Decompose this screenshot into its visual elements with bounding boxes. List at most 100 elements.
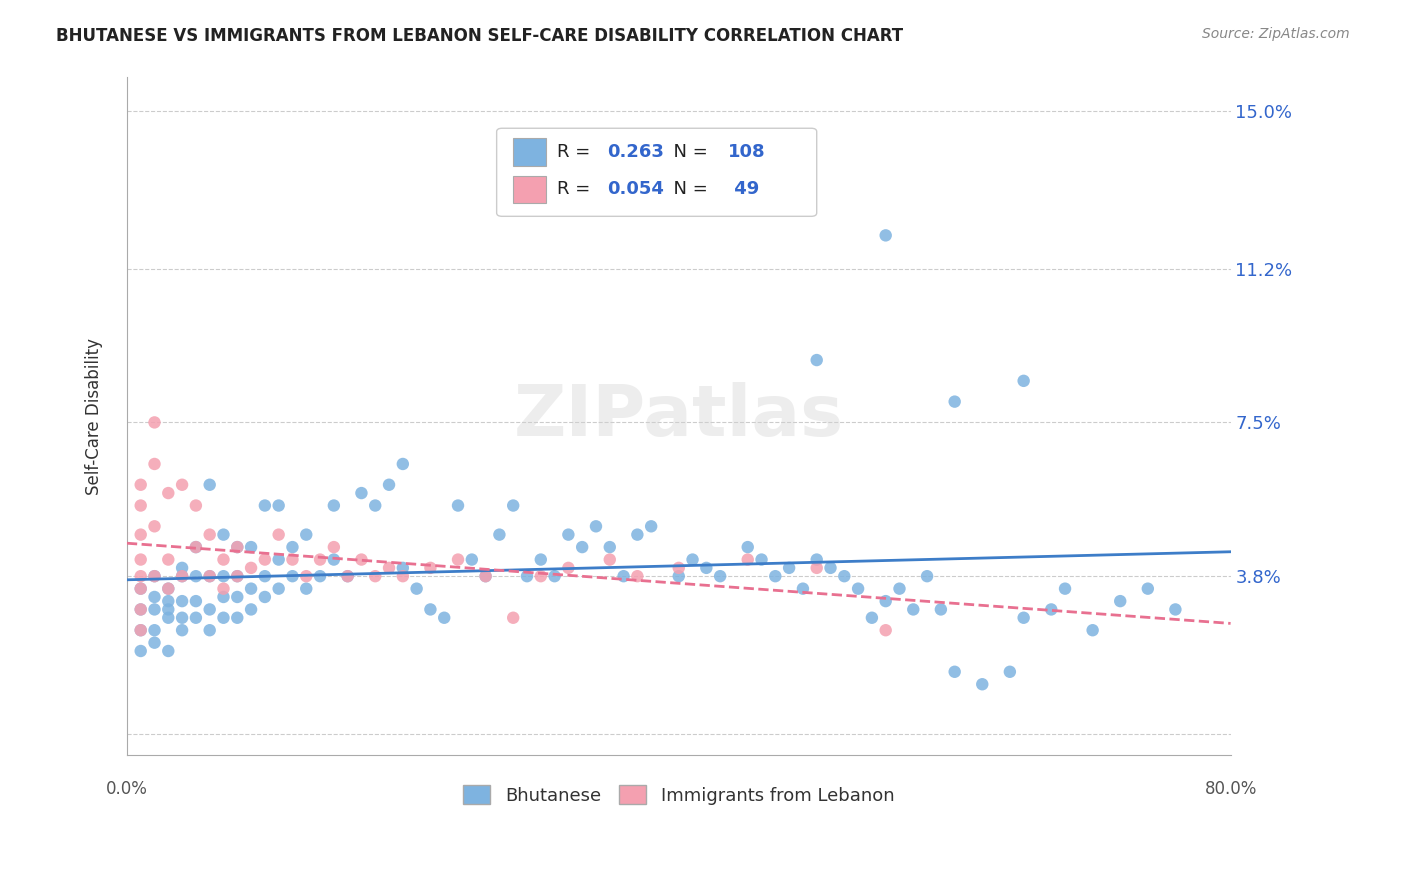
Point xyxy=(184,540,207,554)
Point xyxy=(1081,624,1104,638)
Point xyxy=(806,561,828,575)
Point xyxy=(129,499,152,513)
Point xyxy=(157,582,180,596)
Point xyxy=(198,569,221,583)
Text: 80.0%: 80.0% xyxy=(1205,780,1257,797)
Point xyxy=(172,477,194,491)
Point xyxy=(212,590,235,604)
Point xyxy=(392,457,415,471)
Point xyxy=(172,594,194,608)
Point xyxy=(778,561,800,575)
Point xyxy=(226,569,249,583)
Text: BHUTANESE VS IMMIGRANTS FROM LEBANON SELF-CARE DISABILITY CORRELATION CHART: BHUTANESE VS IMMIGRANTS FROM LEBANON SEL… xyxy=(56,27,904,45)
Point xyxy=(157,582,180,596)
Point xyxy=(184,540,207,554)
Point xyxy=(846,582,869,596)
Point xyxy=(557,561,579,575)
Point xyxy=(792,582,814,596)
Point xyxy=(392,561,415,575)
Point xyxy=(143,624,166,638)
Point xyxy=(557,527,579,541)
Point xyxy=(378,561,401,575)
Point xyxy=(1109,594,1132,608)
Point xyxy=(143,635,166,649)
Point xyxy=(143,590,166,604)
Point xyxy=(419,602,441,616)
Point xyxy=(198,527,221,541)
Legend: Bhutanese, Immigrants from Lebanon: Bhutanese, Immigrants from Lebanon xyxy=(454,776,903,814)
Point xyxy=(364,499,387,513)
Point xyxy=(226,540,249,554)
Point xyxy=(751,552,773,566)
Point xyxy=(322,540,344,554)
Point xyxy=(253,590,276,604)
Point xyxy=(295,527,318,541)
Point xyxy=(184,594,207,608)
Point xyxy=(226,569,249,583)
Point xyxy=(530,569,553,583)
Point xyxy=(336,569,359,583)
Point xyxy=(433,611,456,625)
Point xyxy=(502,611,524,625)
Point xyxy=(198,569,221,583)
Point xyxy=(875,228,897,243)
Point xyxy=(212,582,235,596)
Text: N =: N = xyxy=(662,180,714,198)
Point xyxy=(599,540,621,554)
Point xyxy=(516,569,538,583)
Point xyxy=(129,569,152,583)
Point xyxy=(668,569,690,583)
Point xyxy=(212,611,235,625)
Point xyxy=(129,582,152,596)
Point xyxy=(129,552,152,566)
Point xyxy=(1040,602,1063,616)
Point xyxy=(682,552,704,566)
Point xyxy=(1012,611,1035,625)
Point xyxy=(184,611,207,625)
Point xyxy=(129,582,152,596)
Point xyxy=(198,477,221,491)
Point xyxy=(943,665,966,679)
Point xyxy=(198,602,221,616)
Point xyxy=(709,569,731,583)
Point xyxy=(903,602,925,616)
Point xyxy=(281,540,304,554)
Point xyxy=(1012,374,1035,388)
Point xyxy=(640,519,662,533)
Text: R =: R = xyxy=(557,143,596,161)
Point xyxy=(309,552,332,566)
Point xyxy=(737,540,759,554)
Point xyxy=(212,552,235,566)
Point xyxy=(322,552,344,566)
Point xyxy=(184,499,207,513)
Point xyxy=(668,561,690,575)
Point xyxy=(820,561,842,575)
Point xyxy=(184,569,207,583)
Point xyxy=(295,582,318,596)
Point xyxy=(447,552,470,566)
Point xyxy=(502,499,524,513)
Text: N =: N = xyxy=(662,143,714,161)
Point xyxy=(889,582,911,596)
Point xyxy=(267,552,290,566)
Point xyxy=(875,594,897,608)
Point xyxy=(419,561,441,575)
Point xyxy=(613,569,636,583)
Point xyxy=(915,569,938,583)
Point xyxy=(143,569,166,583)
Point xyxy=(240,540,263,554)
Point xyxy=(599,552,621,566)
Point xyxy=(763,569,786,583)
Point xyxy=(129,527,152,541)
Text: R =: R = xyxy=(557,180,596,198)
Point xyxy=(860,611,883,625)
Point xyxy=(281,569,304,583)
Point xyxy=(240,582,263,596)
Point xyxy=(943,394,966,409)
Point xyxy=(364,569,387,583)
Text: ZIPatlas: ZIPatlas xyxy=(513,382,844,450)
Point xyxy=(350,552,373,566)
Point xyxy=(1136,582,1159,596)
Point xyxy=(226,611,249,625)
Point xyxy=(198,624,221,638)
